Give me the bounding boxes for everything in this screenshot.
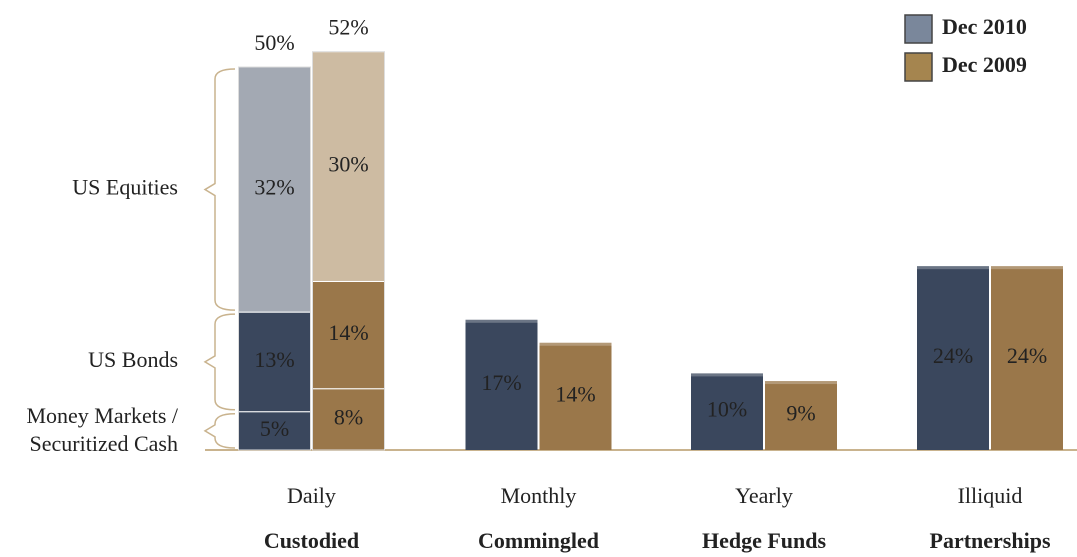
- bar-highlight: [765, 381, 837, 385]
- bracket: [203, 68, 236, 311]
- bracket: [203, 412, 236, 449]
- segment-label: 14%: [328, 320, 368, 345]
- bar-highlight: [917, 266, 989, 270]
- x-group-label: Partnerships: [930, 528, 1051, 553]
- legend-label: Dec 2010: [942, 14, 1027, 39]
- bracket: [203, 313, 236, 411]
- bar-highlight: [539, 342, 612, 346]
- segment-label: 5%: [260, 416, 289, 441]
- bar: [765, 381, 837, 450]
- segment-name: Money Markets /: [26, 403, 178, 428]
- x-group-label: Hedge Funds: [702, 528, 827, 553]
- value-label: 24%: [1007, 343, 1047, 368]
- segment-name: Securitized Cash: [30, 431, 178, 456]
- segment-label: 32%: [254, 175, 294, 200]
- x-tick-label: Monthly: [501, 483, 577, 508]
- bar-highlight: [991, 266, 1063, 270]
- bar-highlight: [691, 373, 763, 377]
- value-label: 9%: [786, 401, 815, 426]
- segment-label: 13%: [254, 347, 294, 372]
- bar-highlight: [465, 319, 538, 323]
- value-label: 10%: [707, 397, 747, 422]
- bar-segment: [312, 388, 385, 451]
- value-label: 24%: [933, 343, 973, 368]
- bar: [991, 266, 1063, 450]
- segment-name: US Equities: [72, 175, 178, 200]
- x-group-label: Custodied: [264, 528, 359, 553]
- legend-swatch: [904, 14, 933, 44]
- x-tick-label: Yearly: [735, 483, 793, 508]
- bar-segment: [238, 311, 311, 413]
- legend-label: Dec 2009: [942, 52, 1027, 77]
- x-group-label: Commingled: [478, 528, 599, 553]
- segment-name: US Bonds: [88, 347, 178, 372]
- bar: [539, 342, 612, 450]
- x-tick-label: Illiquid: [958, 483, 1023, 508]
- value-label: 14%: [555, 381, 595, 406]
- total-label: 52%: [328, 15, 368, 40]
- bar: [917, 266, 989, 450]
- bar-total: [238, 66, 311, 451]
- value-label: 17%: [481, 370, 521, 395]
- x-tick-label: Daily: [287, 483, 336, 508]
- bar-total: [312, 51, 385, 451]
- bar: [691, 373, 763, 450]
- total-label: 50%: [254, 30, 294, 55]
- bar-segment: [312, 51, 385, 282]
- legend-swatch: [904, 52, 933, 82]
- bar: [465, 319, 538, 450]
- segment-label: 8%: [334, 404, 363, 429]
- segment-label: 30%: [328, 152, 368, 177]
